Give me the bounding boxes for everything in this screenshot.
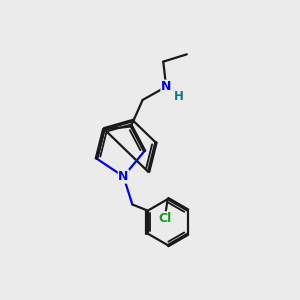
Text: N: N (161, 80, 171, 93)
Text: Cl: Cl (158, 212, 171, 225)
Text: H: H (174, 90, 184, 103)
Text: N: N (118, 170, 129, 183)
